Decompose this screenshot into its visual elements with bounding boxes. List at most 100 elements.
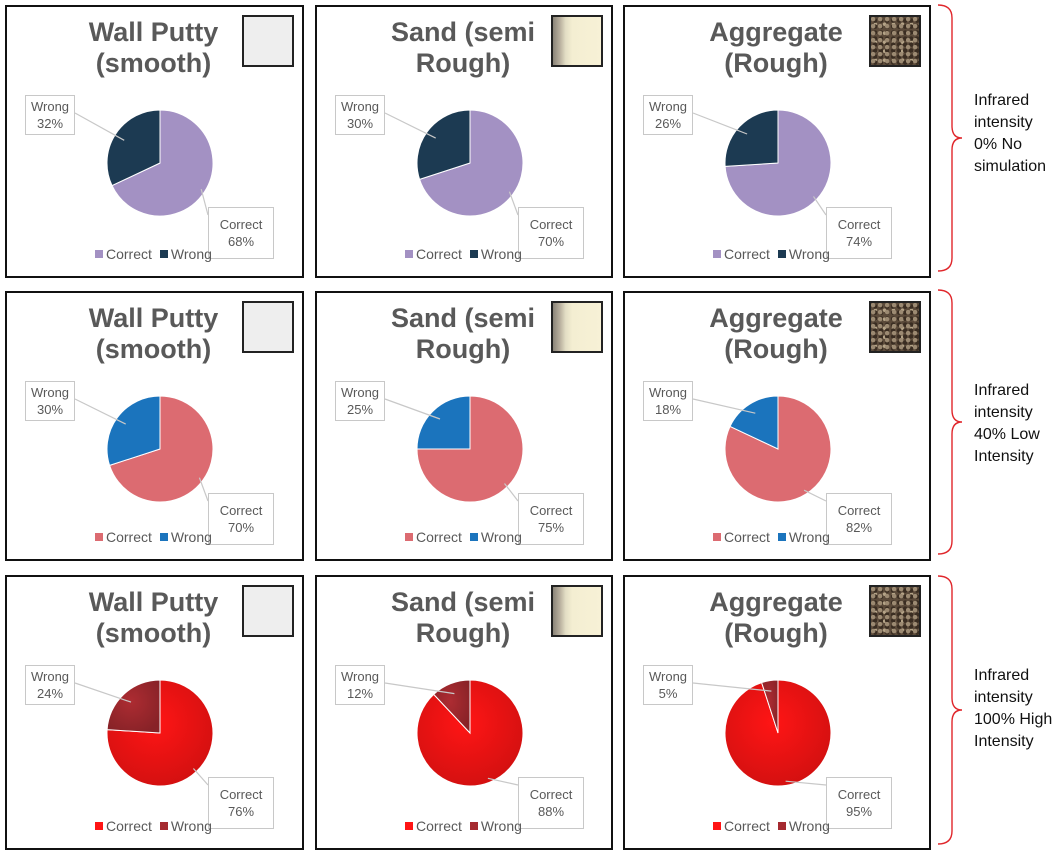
legend-label: Correct [106,818,152,834]
data-label-category: Wrong [30,99,70,114]
data-label-value: 24% [36,686,64,701]
data-label-category: Wrong [340,99,380,114]
pie-svg [384,395,524,503]
pie-slice-correct [111,109,214,217]
chart-legend: Correct Wrong [405,246,530,262]
data-label-value: 82% [845,520,873,535]
chart-legend: Correct Wrong [95,529,220,545]
data-label-value: 26% [654,116,682,131]
legend-marker [469,533,478,541]
data-label-correct: Correct 74% [826,207,892,259]
legend-item: Correct [713,529,770,545]
chart-title: Wall Putty (smooth) [88,17,219,78]
legend-marker [777,533,786,541]
pie-svg [692,679,832,787]
row-brace [937,4,963,272]
legend-item: Wrong [159,246,212,262]
chart-panel: Sand (semi Rough) Wrong 30% Correct 70% Corre… [315,5,613,278]
pie-svg [74,679,214,787]
pie-svg [692,395,832,503]
pie-slice-correct [418,109,524,217]
data-label-wrong: Wrong 30% [25,381,75,421]
row-label: Infrared intensity 100% High Intensity [974,667,1053,750]
legend-label: Correct [416,529,462,545]
data-label-wrong: Wrong 26% [643,95,693,135]
texture-swatch [551,585,603,637]
texture-swatch [551,301,603,353]
chart-panel: Sand (semi Rough) Wrong 25% Correct 75% Corre… [315,291,613,561]
data-label-category: Wrong [30,669,70,684]
callout-leader [692,682,772,692]
data-label-value: 12% [346,686,374,701]
brace-path [937,289,963,555]
pie-slice-correct [108,395,214,503]
chart-title: Aggregate (Rough) [709,587,843,648]
legend-label: Correct [724,529,770,545]
legend-item: Correct [713,246,770,262]
callout-leader [384,398,441,420]
data-label-value: 30% [346,116,374,131]
legend-item: Wrong [469,818,522,834]
callout-leader [504,483,519,502]
data-label-category: Correct [219,787,263,802]
legend-label: Wrong [788,246,830,262]
pie-svg [74,395,214,503]
data-label-wrong: Wrong 30% [335,95,385,135]
legend-label: Wrong [788,529,830,545]
chart-title: Wall Putty (smooth) [88,587,219,648]
chart-panel: Wall Putty (smooth) Wrong 30% Correct 70% Cor… [5,291,304,561]
pie-slice-wrong [106,679,161,734]
data-label-value: 25% [346,402,374,417]
row-label: Infrared intensity 0% No simulation [974,92,1047,175]
pie-slice-wrong [724,109,779,167]
legend-item: Wrong [159,818,212,834]
pie-slice-wrong [433,679,471,735]
chart-title: Wall Putty (smooth) [88,303,219,364]
chart-title: Sand (semi Rough) [390,17,536,78]
chart-legend: Correct Wrong [95,246,220,262]
texture-swatch [551,15,603,67]
data-label-correct: Correct 88% [518,777,584,829]
data-label-category: Correct [219,503,263,518]
pie-slice-wrong [729,395,779,450]
callout-leader [813,196,827,216]
legend-item: Wrong [469,529,522,545]
callout-leader [785,780,827,786]
callout-leader [803,489,827,502]
chart-legend: Correct Wrong [713,246,838,262]
data-label-value: 70% [227,520,255,535]
data-label-value: 74% [845,234,873,249]
chart-legend: Correct Wrong [95,818,220,834]
data-label-correct: Correct 70% [208,493,274,545]
legend-marker [95,822,103,830]
callout-leader [384,682,455,695]
legend-label: Wrong [480,818,522,834]
data-label-category: Wrong [648,669,688,684]
texture-swatch [242,301,294,353]
chart-legend: Correct Wrong [405,818,530,834]
legend-marker [713,822,721,830]
legend-item: Correct [95,246,152,262]
chart-panel: Aggregate (Rough) Wrong 5% Correct 95% Correc… [623,575,931,850]
chart-panel: Aggregate (Rough) Wrong 18% Correct 82% Corre… [623,291,931,561]
texture-swatch [869,301,921,353]
texture-swatch [242,15,294,67]
legend-item: Correct [95,529,152,545]
legend-item: Wrong [159,529,212,545]
legend-marker [159,250,168,258]
brace-path [937,4,963,272]
legend-label: Correct [106,246,152,262]
chart-legend: Correct Wrong [713,818,838,834]
legend-item: Wrong [469,246,522,262]
legend-marker [469,250,478,258]
pie-svg [74,109,214,217]
data-label-value: 75% [537,520,565,535]
callout-leader [692,398,756,414]
legend-marker [469,822,478,830]
data-label-wrong: Wrong 12% [335,665,385,705]
pie-slice-wrong [416,395,471,450]
texture-swatch [242,585,294,637]
data-label-value: 32% [36,116,64,131]
legend-label: Wrong [480,246,522,262]
